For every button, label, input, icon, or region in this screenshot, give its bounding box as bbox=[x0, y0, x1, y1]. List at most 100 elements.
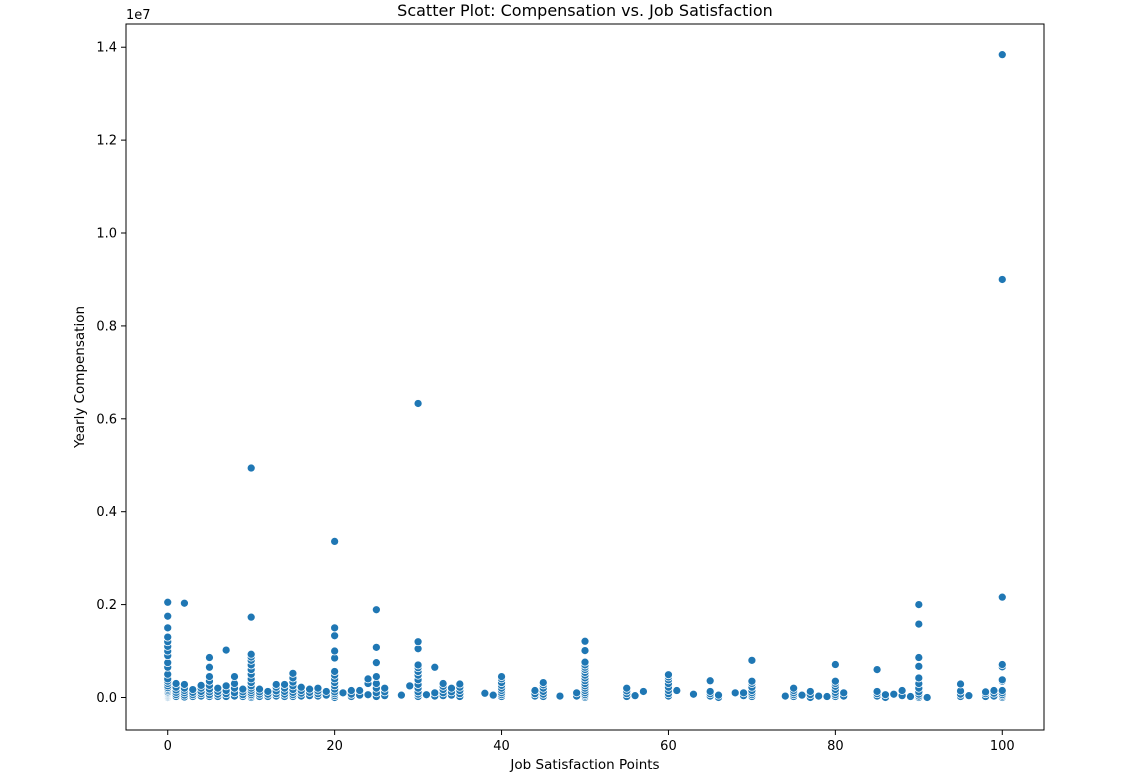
data-point bbox=[914, 673, 924, 683]
data-points bbox=[163, 50, 1007, 702]
data-point bbox=[196, 681, 206, 690]
data-point bbox=[371, 605, 381, 615]
data-point bbox=[221, 645, 231, 655]
data-point bbox=[714, 690, 723, 700]
data-point bbox=[789, 683, 799, 693]
data-point bbox=[180, 598, 189, 608]
data-point bbox=[413, 637, 423, 647]
data-point bbox=[630, 691, 640, 701]
data-point bbox=[338, 688, 348, 698]
data-point bbox=[914, 653, 924, 662]
data-point bbox=[255, 684, 264, 694]
data-point bbox=[371, 672, 381, 681]
x-tick-label: 100 bbox=[990, 739, 1015, 754]
data-point bbox=[455, 679, 465, 689]
y-axis-label: Yearly Compensation bbox=[72, 306, 88, 449]
data-point bbox=[188, 685, 198, 694]
data-point bbox=[413, 399, 423, 408]
data-point bbox=[371, 642, 381, 652]
data-point bbox=[780, 691, 790, 701]
data-point bbox=[230, 672, 239, 681]
data-point bbox=[447, 683, 456, 693]
data-point bbox=[163, 597, 173, 607]
x-axis-label: Job Satisfaction Points bbox=[509, 757, 659, 773]
x-axis-ticks: 0 20 40 60 80 100 bbox=[164, 730, 1015, 754]
y-axis-ticks: 0.0 0.2 0.4 0.6 0.8 1.0 1.2 1.4 bbox=[96, 41, 126, 706]
data-point bbox=[296, 682, 306, 692]
data-point bbox=[288, 668, 298, 678]
chart-title: Scatter Plot: Compensation vs. Job Satis… bbox=[397, 1, 773, 20]
data-point bbox=[872, 665, 882, 674]
data-point bbox=[664, 670, 673, 680]
data-point bbox=[705, 676, 715, 686]
data-point bbox=[739, 688, 748, 698]
data-point bbox=[246, 649, 256, 659]
data-point bbox=[271, 680, 281, 689]
x-tick-label: 60 bbox=[660, 739, 677, 754]
data-point bbox=[689, 689, 698, 699]
y-axis-offset-label: 1e7 bbox=[126, 8, 151, 23]
data-point bbox=[205, 672, 214, 681]
data-point bbox=[430, 688, 440, 698]
data-point bbox=[163, 623, 173, 633]
data-point bbox=[805, 687, 815, 696]
data-point bbox=[163, 611, 173, 621]
data-point bbox=[914, 661, 924, 671]
y-tick-label: 0.8 bbox=[96, 319, 117, 334]
data-point bbox=[171, 679, 181, 688]
data-point bbox=[580, 657, 590, 667]
data-point bbox=[263, 687, 273, 696]
data-point bbox=[205, 653, 214, 662]
data-point bbox=[997, 686, 1007, 695]
data-point bbox=[889, 689, 899, 699]
data-point bbox=[380, 683, 390, 693]
data-point bbox=[906, 692, 915, 701]
data-point bbox=[430, 662, 440, 672]
plot-frame bbox=[125, 23, 1045, 731]
data-point bbox=[280, 680, 289, 689]
data-point bbox=[956, 679, 965, 689]
data-point bbox=[480, 688, 490, 698]
data-point bbox=[922, 693, 932, 702]
data-point bbox=[321, 687, 331, 696]
data-point bbox=[305, 684, 314, 694]
data-point bbox=[213, 683, 223, 693]
x-tick-label: 80 bbox=[827, 739, 844, 754]
data-point bbox=[897, 686, 907, 695]
data-point bbox=[639, 687, 648, 696]
data-point bbox=[705, 687, 715, 696]
data-point bbox=[530, 686, 540, 695]
data-point bbox=[371, 658, 381, 668]
data-point bbox=[981, 687, 990, 697]
data-point bbox=[413, 660, 423, 670]
data-point bbox=[163, 632, 173, 642]
data-point bbox=[747, 676, 757, 686]
x-tick-label: 20 bbox=[326, 739, 343, 754]
data-point bbox=[246, 612, 256, 622]
data-point bbox=[747, 655, 757, 665]
data-point bbox=[822, 692, 832, 701]
data-point bbox=[330, 667, 340, 676]
data-point bbox=[555, 691, 565, 701]
x-tick-label: 40 bbox=[493, 739, 510, 754]
data-point bbox=[914, 619, 924, 629]
x-tick-label: 0 bbox=[164, 739, 172, 754]
y-tick-label: 0.4 bbox=[96, 505, 117, 520]
data-point bbox=[839, 688, 849, 698]
data-point bbox=[405, 681, 415, 691]
data-point bbox=[221, 681, 231, 691]
data-point bbox=[422, 690, 431, 700]
data-point bbox=[330, 646, 340, 656]
y-tick-label: 1.0 bbox=[96, 227, 117, 242]
y-tick-label: 1.2 bbox=[96, 134, 117, 149]
data-point bbox=[438, 679, 448, 688]
y-tick-label: 0.0 bbox=[96, 691, 117, 706]
data-point bbox=[580, 636, 590, 646]
data-point bbox=[580, 646, 590, 655]
y-tick-label: 0.6 bbox=[96, 412, 117, 427]
y-tick-label: 0.2 bbox=[96, 598, 117, 613]
data-point bbox=[997, 675, 1007, 685]
data-point bbox=[205, 662, 214, 672]
data-point bbox=[997, 275, 1007, 284]
